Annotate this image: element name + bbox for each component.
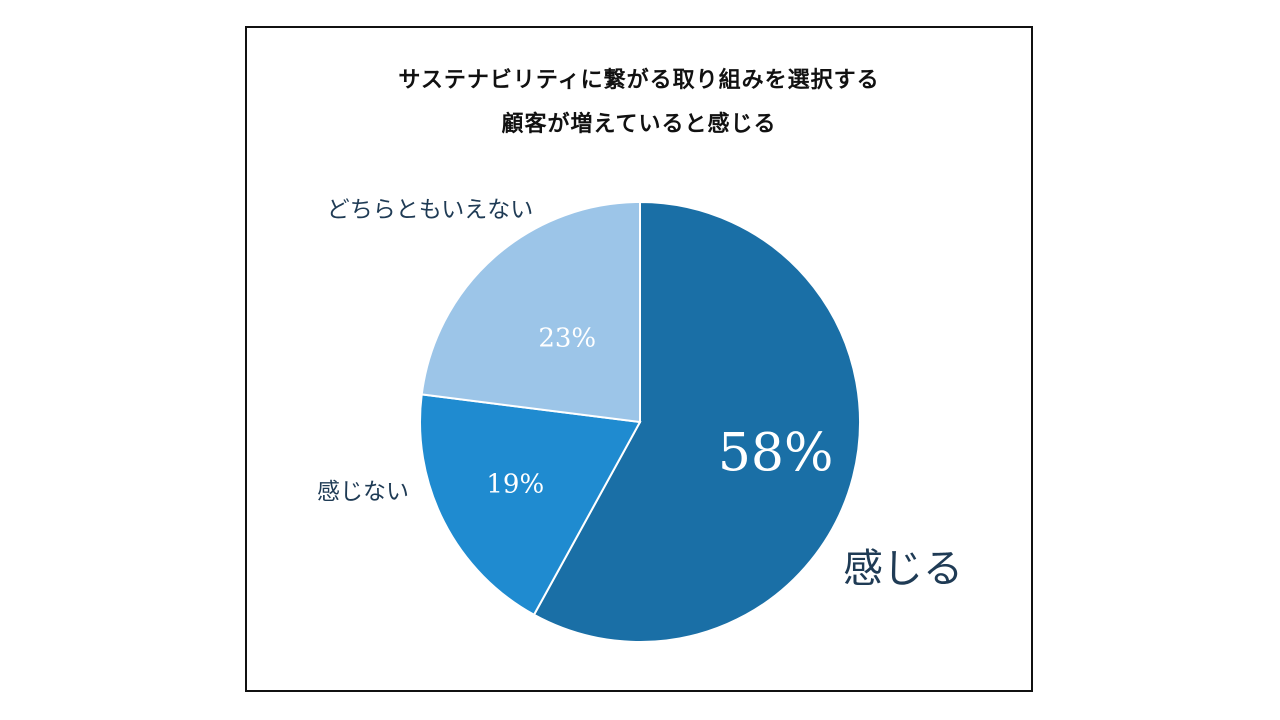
slice-percent-label-kanjiru: 58% bbox=[718, 423, 834, 483]
slice-percent-label-dochiratomo: 23% bbox=[538, 323, 596, 353]
slice-percent-label-kanjinai: 19% bbox=[486, 470, 544, 500]
category-label-kanjiru: 感じる bbox=[843, 546, 963, 592]
category-label-dochiratomo: どちらともいえない bbox=[327, 197, 534, 223]
category-label-kanjinai: 感じない bbox=[317, 479, 409, 505]
chart-title-line-2: 顧客が増えていると感じる bbox=[501, 111, 777, 137]
chart-title-line-1: サステナビリティに繋がる取り組みを選択する bbox=[398, 67, 880, 93]
pie-slice-kanjiru bbox=[532, 200, 862, 643]
pie-slice-kanjinai bbox=[419, 393, 642, 617]
pie-slice-dochiratomo bbox=[420, 200, 641, 424]
pie-slices bbox=[419, 200, 862, 643]
